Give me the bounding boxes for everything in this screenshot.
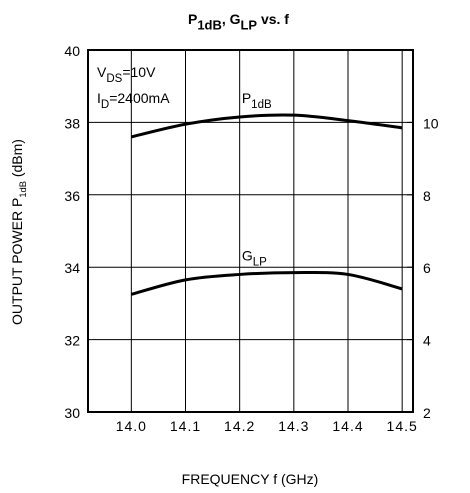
y-tick-label: 30 xyxy=(64,405,80,421)
annotation-part: I xyxy=(97,90,101,106)
y2-tick-label: 4 xyxy=(423,333,431,349)
y-axis-label: OUTPUT POWER P1dB (dBm) xyxy=(9,139,28,325)
x-tick-label: 14.2 xyxy=(224,418,255,434)
series-label-part: LP xyxy=(253,256,267,268)
chart-title-part: 1dB xyxy=(197,17,221,32)
y-axis-label-part: (dBm) xyxy=(9,139,25,181)
series-label-part: P xyxy=(242,90,251,106)
y-axis-label-part: OUTPUT POWER P xyxy=(9,198,25,325)
y-tick-label: 38 xyxy=(64,115,80,131)
x-tick-label: 14.5 xyxy=(387,418,418,434)
plot-frame xyxy=(87,49,414,413)
line-series xyxy=(130,113,403,139)
y-axis-label-part: 1dB xyxy=(18,181,28,198)
x-tick-label: 14.1 xyxy=(170,418,201,434)
annotation-part: DS xyxy=(106,73,122,85)
chart-title-part: , G xyxy=(222,11,241,27)
line-series xyxy=(130,270,403,296)
series-label-part: 1dB xyxy=(251,99,272,111)
y2-tick-label: 2 xyxy=(423,405,431,421)
y-tick-label: 34 xyxy=(64,260,80,276)
chart-title-part: LP xyxy=(241,17,258,32)
annotation: ID=2400mA xyxy=(97,90,170,111)
chart-title: P1dB, GLP vs. f xyxy=(188,11,289,32)
x-tick-label: 14.4 xyxy=(332,418,363,434)
y-tick-label: 32 xyxy=(64,333,80,349)
y-tick-label: 36 xyxy=(64,188,80,204)
annotation-part: =10V xyxy=(122,64,156,80)
series-label-part: G xyxy=(242,248,253,264)
annotation-part: =2400mA xyxy=(109,90,170,106)
x-tick-label: 14.3 xyxy=(278,418,309,434)
x-tick-label: 14.0 xyxy=(116,418,147,434)
annotation-part: D xyxy=(101,99,109,111)
series-label: P1dB xyxy=(242,90,272,111)
annotation: VDS=10V xyxy=(97,64,156,85)
y2-tick-label: 8 xyxy=(423,188,431,204)
y-tick-label: 40 xyxy=(64,43,80,59)
y2-tick-label: 10 xyxy=(423,115,439,131)
chart-title-part: vs. f xyxy=(257,11,289,27)
chart-title-part: P xyxy=(188,11,197,27)
series-label: GLP xyxy=(242,248,267,269)
y2-tick-label: 6 xyxy=(423,260,431,276)
annotation-part: V xyxy=(97,64,107,80)
x-axis-label: FREQUENCY f (GHz) xyxy=(182,471,319,487)
